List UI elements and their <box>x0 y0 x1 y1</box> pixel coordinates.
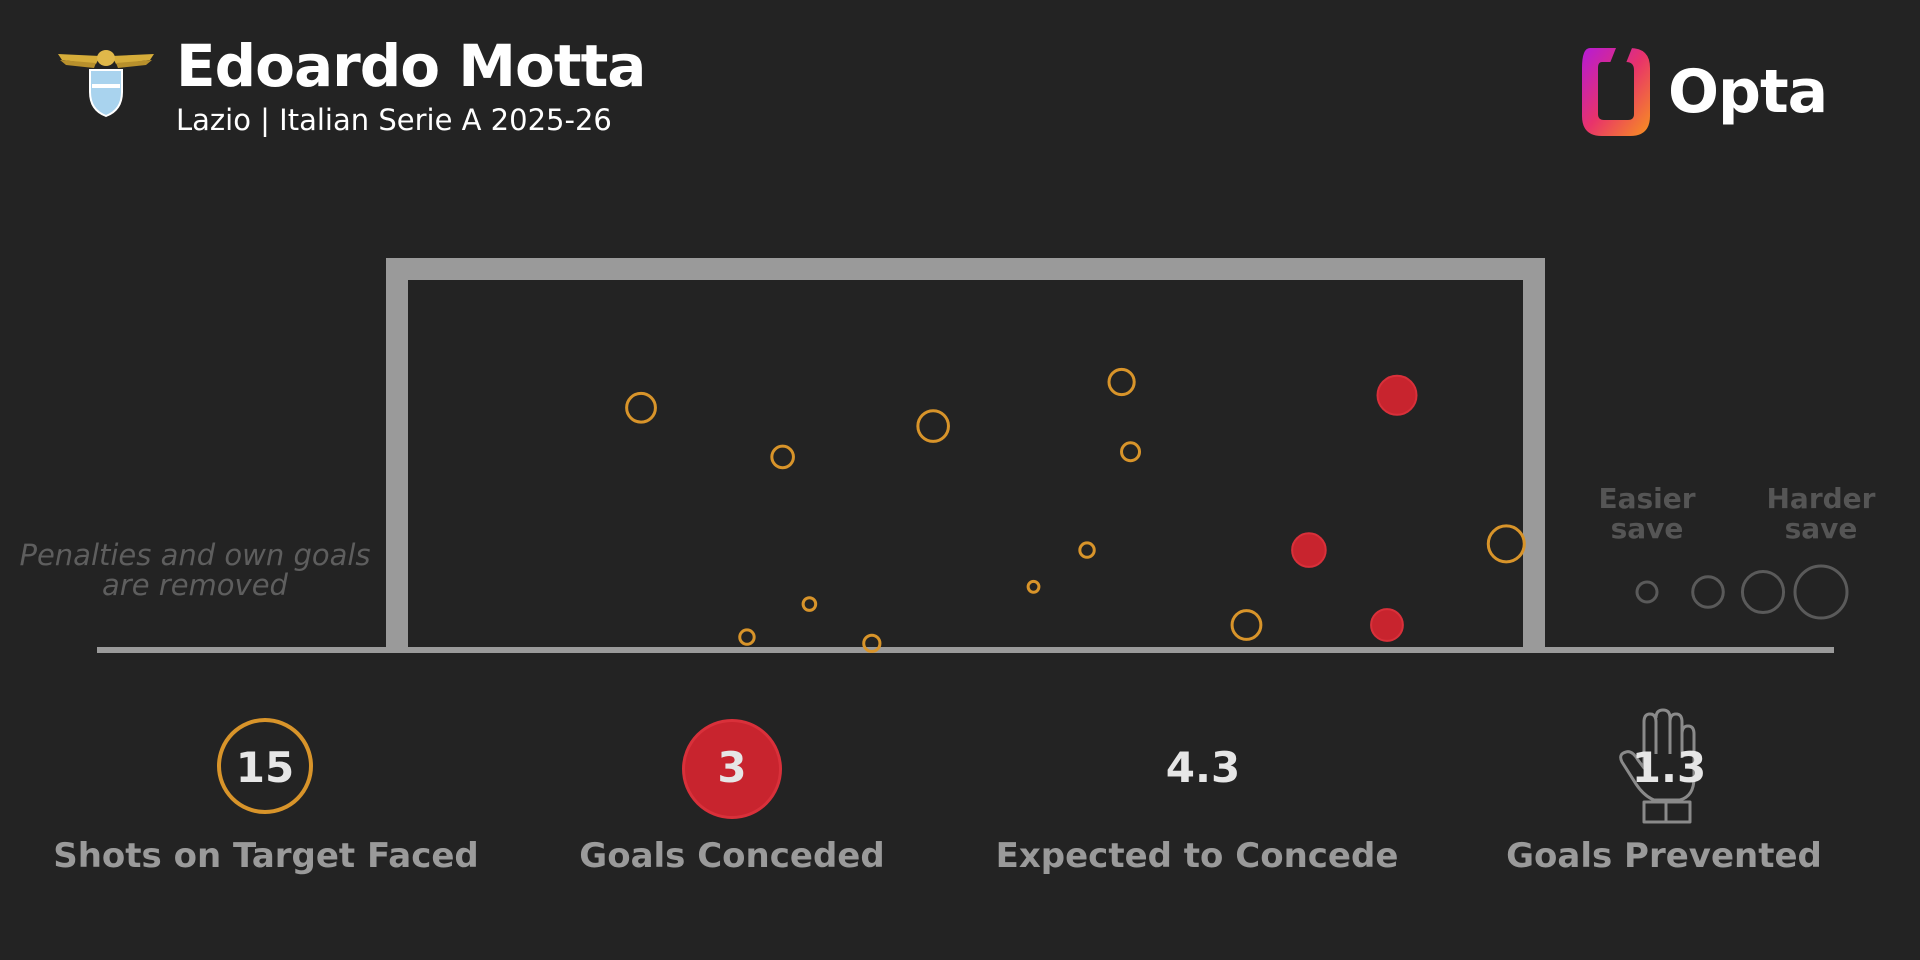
legend-size-circle <box>1635 580 1659 604</box>
goals-prevented-label: Goals Prevented <box>1506 836 1822 876</box>
shot-saved-marker <box>625 391 657 424</box>
legend-size-circle <box>1793 564 1849 620</box>
penalty-note-line-1: Penalties and own goals <box>19 538 371 572</box>
shot-saved-marker <box>738 628 756 646</box>
penalty-note-line-2: are removed <box>102 568 288 602</box>
goal-line <box>97 647 1834 653</box>
opta-brand-text: Opta <box>1668 57 1828 127</box>
goal-crossbar <box>386 258 1545 280</box>
penalty-note: Penalties and own goals are removed <box>10 540 380 600</box>
shot-saved-marker <box>1026 579 1041 594</box>
shot-markers <box>625 367 1526 653</box>
goals-conceded-value: 3 <box>717 743 747 792</box>
goals-conceded-disc-icon <box>682 719 782 819</box>
goal-conceded-marker <box>1370 608 1404 642</box>
goal-frame <box>97 258 1834 653</box>
goals-conceded-label: Goals Conceded <box>579 836 885 876</box>
shot-saved-marker <box>1078 541 1096 559</box>
shots-faced-label: Shots on Target Faced <box>53 836 479 876</box>
shot-saved-marker <box>770 444 795 470</box>
legend-harder-line-2: save <box>1784 512 1858 545</box>
size-legend <box>1635 564 1849 620</box>
expected-to-concede-label: Expected to Concede <box>995 836 1399 876</box>
shot-saved-marker <box>1486 524 1526 564</box>
goal-conceded-marker <box>1376 374 1418 416</box>
legend-harder-save: Harder save <box>1751 484 1891 544</box>
legend-harder-line-1: Harder <box>1766 482 1876 515</box>
legend-size-circle <box>1740 569 1786 615</box>
goals-prevented-value: 1.3 <box>1631 743 1707 792</box>
shots-faced-ring-icon <box>217 718 313 814</box>
opta-logo-icon <box>1582 48 1650 136</box>
legend-easier-line-1: Easier <box>1598 482 1696 515</box>
expected-to-concede-value: 4.3 <box>1165 743 1241 792</box>
goal-right-post <box>1523 258 1545 650</box>
subtitle: Lazio | Italian Serie A 2025-26 <box>176 103 612 137</box>
shot-saved-marker <box>916 409 950 443</box>
legend-easier-line-2: save <box>1610 512 1684 545</box>
goal-conceded-marker <box>1291 532 1327 568</box>
lazio-eagle-crest-icon <box>58 50 154 118</box>
shot-saved-marker <box>862 633 882 653</box>
shot-saved-marker <box>801 596 818 612</box>
shot-saved-marker <box>1107 367 1136 397</box>
legend-size-circle <box>1691 575 1725 609</box>
shot-saved-marker <box>1120 441 1142 463</box>
goal-left-post <box>386 258 408 650</box>
shots-faced-value: 15 <box>235 743 295 792</box>
goalkeeper-glove-icon <box>1619 708 1696 824</box>
legend-easier-save: Easier save <box>1577 484 1717 544</box>
shot-saved-marker <box>1230 609 1263 641</box>
player-name: Edoardo Motta <box>176 32 646 100</box>
